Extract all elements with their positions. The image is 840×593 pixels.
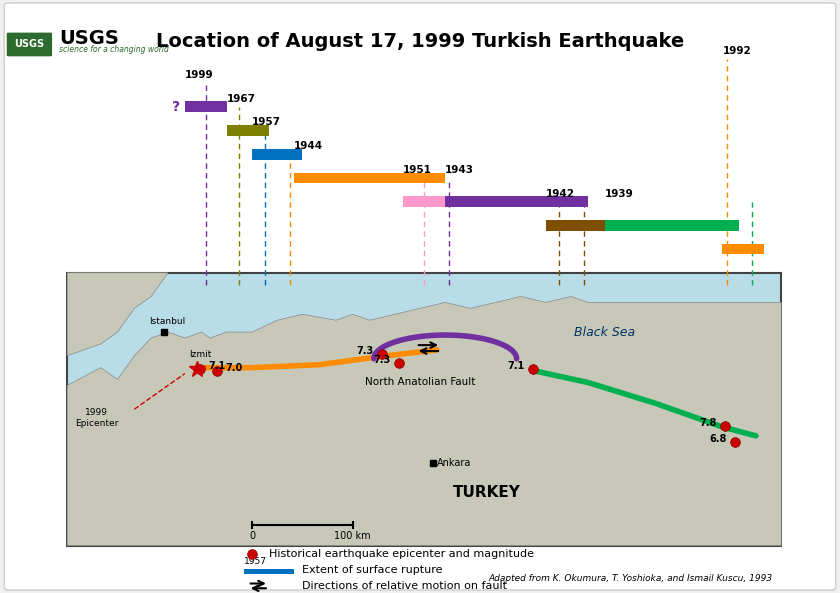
FancyBboxPatch shape (7, 33, 52, 56)
Text: 0: 0 (249, 531, 255, 541)
Text: 7.3: 7.3 (373, 355, 391, 365)
Text: Ankara: Ankara (437, 458, 471, 467)
Text: Location of August 17, 1999 Turkish Earthquake: Location of August 17, 1999 Turkish Eart… (156, 32, 684, 51)
Text: 1999: 1999 (185, 70, 213, 80)
Bar (294, 173, 445, 183)
Text: Historical earthquake epicenter and magnitude: Historical earthquake epicenter and magn… (269, 549, 533, 559)
Text: 1939: 1939 (605, 189, 633, 199)
Text: Directions of relative motion on fault: Directions of relative motion on fault (302, 581, 507, 591)
Text: 7.1: 7.1 (507, 361, 525, 371)
Text: Extent of surface rupture: Extent of surface rupture (302, 566, 443, 575)
Text: science for a changing world: science for a changing world (59, 45, 169, 55)
Bar (403, 196, 445, 207)
Bar (445, 196, 588, 207)
Text: Black Sea: Black Sea (575, 326, 635, 339)
Text: 100 km: 100 km (334, 531, 371, 541)
Bar (546, 220, 605, 231)
Bar (227, 125, 269, 136)
Text: 1951: 1951 (403, 165, 432, 175)
Bar (252, 149, 302, 160)
Text: Izmit: Izmit (189, 350, 212, 359)
Text: Istanbul: Istanbul (150, 317, 186, 326)
Text: TURKEY: TURKEY (454, 484, 521, 500)
Text: 6.8: 6.8 (709, 434, 727, 444)
Bar (722, 244, 764, 254)
Text: USGS: USGS (14, 40, 45, 49)
Text: 7.8: 7.8 (699, 418, 717, 428)
Polygon shape (67, 273, 168, 356)
Text: 7.1: 7.1 (208, 362, 226, 371)
Text: 7.3: 7.3 (356, 346, 374, 356)
Text: North Anatolian Fault: North Anatolian Fault (365, 378, 475, 387)
Text: Adapted from K. Okumura, T. Yoshioka, and Ismail Kuscu, 1993: Adapted from K. Okumura, T. Yoshioka, an… (489, 573, 773, 583)
Text: 1992: 1992 (722, 46, 751, 56)
Text: 1944: 1944 (294, 141, 323, 151)
Bar (244, 569, 294, 574)
Text: USGS: USGS (59, 29, 118, 48)
Text: 1957: 1957 (252, 117, 281, 127)
FancyBboxPatch shape (4, 3, 836, 590)
Text: 1942: 1942 (546, 189, 575, 199)
Text: 1943: 1943 (445, 165, 475, 175)
Bar (605, 220, 739, 231)
Text: 7.0: 7.0 (225, 363, 243, 372)
Polygon shape (67, 296, 781, 546)
Text: ?: ? (172, 100, 181, 114)
Text: 1957: 1957 (244, 557, 266, 566)
Bar (185, 101, 227, 112)
Bar (67, 273, 781, 546)
Text: 1967: 1967 (227, 94, 256, 104)
Text: 1999
Epicenter: 1999 Epicenter (75, 409, 118, 428)
